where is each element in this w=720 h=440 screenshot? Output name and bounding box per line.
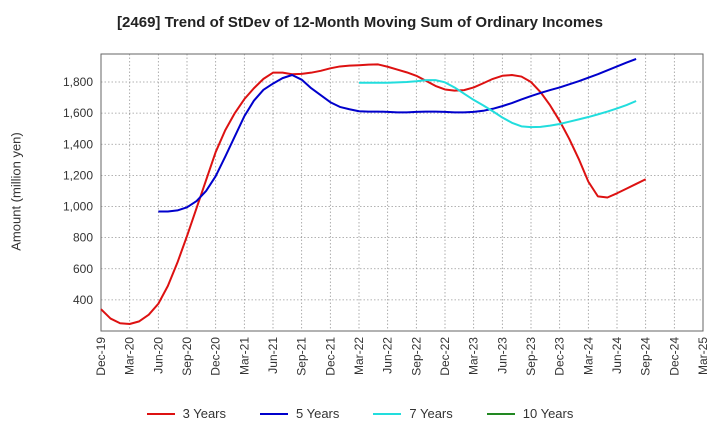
legend-swatch bbox=[486, 412, 515, 415]
y-tick-label: 1,400 bbox=[63, 137, 93, 151]
y-tick-label: 1,000 bbox=[63, 200, 93, 214]
legend-swatch bbox=[373, 412, 402, 415]
x-tick-label: Jun-21 bbox=[266, 337, 280, 374]
y-tick-label: 1,600 bbox=[63, 106, 93, 120]
x-tick-label: Sep-24 bbox=[639, 337, 653, 376]
x-tick-label: Jun-20 bbox=[151, 337, 165, 374]
legend-item: 5 Years bbox=[260, 406, 339, 421]
x-tick-label: Mar-22 bbox=[352, 337, 366, 375]
x-tick-label: Mar-24 bbox=[581, 337, 595, 375]
x-tick-label: Mar-23 bbox=[467, 337, 481, 375]
x-tick-label: Sep-21 bbox=[295, 337, 309, 376]
y-tick-label: 600 bbox=[73, 262, 93, 276]
legend-label: 10 Years bbox=[522, 406, 574, 421]
y-tick-label: 800 bbox=[73, 231, 93, 245]
legend-swatch bbox=[260, 412, 288, 415]
y-tick-label: 1,800 bbox=[63, 75, 93, 89]
x-tick-label: Jun-22 bbox=[381, 337, 395, 374]
x-tick-label: Dec-19 bbox=[94, 337, 108, 376]
x-tick-label: Dec-24 bbox=[667, 337, 681, 376]
x-tick-label: Mar-25 bbox=[696, 337, 710, 375]
x-tick-label: Dec-23 bbox=[553, 337, 567, 376]
x-tick-label: Sep-22 bbox=[409, 337, 423, 376]
chart-title: [2469] Trend of StDev of 12-Month Moving… bbox=[117, 14, 603, 31]
x-tick-label: Sep-23 bbox=[524, 337, 538, 376]
x-tick-label: Dec-21 bbox=[323, 337, 337, 376]
x-tick-label: Sep-20 bbox=[180, 337, 194, 376]
series-line-3-years bbox=[100, 63, 647, 325]
x-tick-label: Jun-23 bbox=[495, 337, 509, 374]
series-line-7-years bbox=[359, 79, 637, 129]
legend-label: 3 Years bbox=[182, 406, 226, 421]
x-tick-label: Dec-20 bbox=[209, 337, 223, 376]
y-tick-label: 1,200 bbox=[63, 168, 93, 182]
x-tick-label: Dec-22 bbox=[438, 337, 452, 376]
y-tick-label: 400 bbox=[73, 293, 93, 307]
legend-label: 5 Years bbox=[296, 406, 340, 421]
legend-label: 7 Years bbox=[409, 406, 453, 421]
legend-item: 10 Years bbox=[486, 406, 574, 421]
x-tick-label: Mar-21 bbox=[237, 337, 251, 375]
legend-swatch bbox=[146, 412, 175, 415]
legend-item: 7 Years bbox=[373, 406, 453, 421]
legend-item: 3 Years bbox=[146, 406, 226, 421]
legend: 3 Years 5 Years 7 Years 10 Years bbox=[0, 406, 720, 421]
x-tick-label: Jun-24 bbox=[610, 337, 624, 374]
series-line-5-years bbox=[158, 58, 637, 213]
x-tick-label: Mar-20 bbox=[123, 337, 137, 375]
plot-frame bbox=[100, 53, 704, 332]
